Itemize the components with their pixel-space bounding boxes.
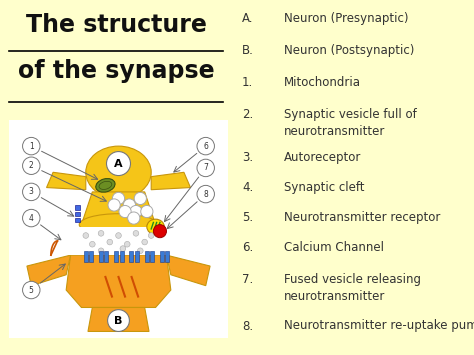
Bar	[160, 251, 164, 262]
Circle shape	[23, 157, 40, 174]
Polygon shape	[88, 307, 149, 332]
Circle shape	[108, 199, 120, 211]
Bar	[135, 251, 139, 262]
Circle shape	[197, 159, 214, 177]
Text: Neurotransmitter re-uptake pump: Neurotransmitter re-uptake pump	[283, 320, 474, 333]
Text: Mitochondria: Mitochondria	[283, 76, 361, 89]
Bar	[75, 218, 81, 223]
Circle shape	[23, 281, 40, 299]
Bar	[129, 251, 133, 262]
Polygon shape	[27, 255, 71, 286]
Circle shape	[119, 206, 131, 218]
Circle shape	[23, 137, 40, 155]
Text: Neuron (Presynaptic): Neuron (Presynaptic)	[283, 12, 408, 26]
Text: Fused vesicle releasing
neurotransmitter: Fused vesicle releasing neurotransmitter	[283, 273, 420, 304]
Polygon shape	[66, 255, 171, 307]
Polygon shape	[82, 192, 155, 225]
Bar	[119, 251, 124, 262]
Bar	[75, 206, 81, 210]
Circle shape	[120, 246, 126, 251]
Bar	[99, 251, 103, 262]
Text: 7: 7	[203, 163, 208, 173]
Text: Neurotransmitter receptor: Neurotransmitter receptor	[283, 211, 440, 224]
Text: 4.: 4.	[242, 181, 253, 194]
Text: 1: 1	[29, 142, 34, 151]
Circle shape	[123, 199, 136, 211]
Text: 2.: 2.	[242, 108, 253, 121]
Text: Autoreceptor: Autoreceptor	[283, 151, 361, 164]
Bar	[66, 227, 171, 255]
Text: 6.: 6.	[242, 241, 253, 255]
Ellipse shape	[96, 179, 115, 192]
Circle shape	[23, 209, 40, 227]
Text: 1.: 1.	[242, 76, 253, 89]
Circle shape	[134, 192, 146, 204]
Circle shape	[23, 183, 40, 201]
Circle shape	[108, 310, 129, 332]
Circle shape	[148, 233, 154, 238]
Bar	[145, 251, 148, 262]
Text: Synaptic vesicle full of
neurotransmitter: Synaptic vesicle full of neurotransmitte…	[283, 108, 416, 138]
Circle shape	[112, 192, 125, 204]
Circle shape	[197, 185, 214, 203]
Text: 8: 8	[203, 190, 208, 198]
Text: B: B	[114, 316, 123, 326]
Text: Calcium Channel: Calcium Channel	[283, 241, 383, 255]
Ellipse shape	[79, 214, 158, 235]
Text: 3.: 3.	[242, 151, 253, 164]
Bar	[104, 251, 108, 262]
Polygon shape	[166, 255, 210, 286]
Text: A: A	[114, 159, 123, 169]
Circle shape	[98, 230, 104, 236]
Circle shape	[116, 233, 121, 238]
Circle shape	[90, 241, 95, 247]
Text: The structure: The structure	[26, 13, 207, 37]
Circle shape	[141, 206, 153, 218]
Polygon shape	[46, 172, 86, 190]
Circle shape	[128, 212, 140, 224]
Circle shape	[137, 248, 143, 253]
Circle shape	[154, 225, 166, 238]
Text: 3: 3	[29, 187, 34, 196]
Text: Synaptic cleft: Synaptic cleft	[283, 181, 364, 194]
Bar	[75, 212, 81, 216]
Text: Neuron (Postsynaptic): Neuron (Postsynaptic)	[283, 44, 414, 58]
Circle shape	[124, 241, 130, 247]
Text: 4: 4	[29, 214, 34, 223]
Bar	[165, 251, 169, 262]
Text: 6: 6	[203, 142, 208, 151]
Text: 7.: 7.	[242, 273, 253, 286]
Circle shape	[83, 233, 89, 238]
Text: of the synapse: of the synapse	[18, 59, 214, 83]
Ellipse shape	[86, 146, 151, 198]
Bar	[114, 251, 118, 262]
Bar	[83, 251, 88, 262]
Bar	[150, 251, 154, 262]
Bar	[89, 251, 93, 262]
Circle shape	[107, 239, 113, 245]
Text: B.: B.	[242, 44, 254, 58]
Text: 5: 5	[29, 285, 34, 295]
Circle shape	[130, 206, 142, 218]
Text: A.: A.	[242, 12, 254, 26]
Circle shape	[98, 248, 104, 253]
Circle shape	[197, 137, 214, 155]
Circle shape	[133, 230, 139, 236]
Text: 8.: 8.	[242, 320, 253, 333]
Circle shape	[142, 239, 147, 245]
Text: 2: 2	[29, 161, 34, 170]
Polygon shape	[151, 172, 191, 190]
Circle shape	[107, 152, 130, 176]
Ellipse shape	[147, 219, 164, 234]
Text: 5.: 5.	[242, 211, 253, 224]
